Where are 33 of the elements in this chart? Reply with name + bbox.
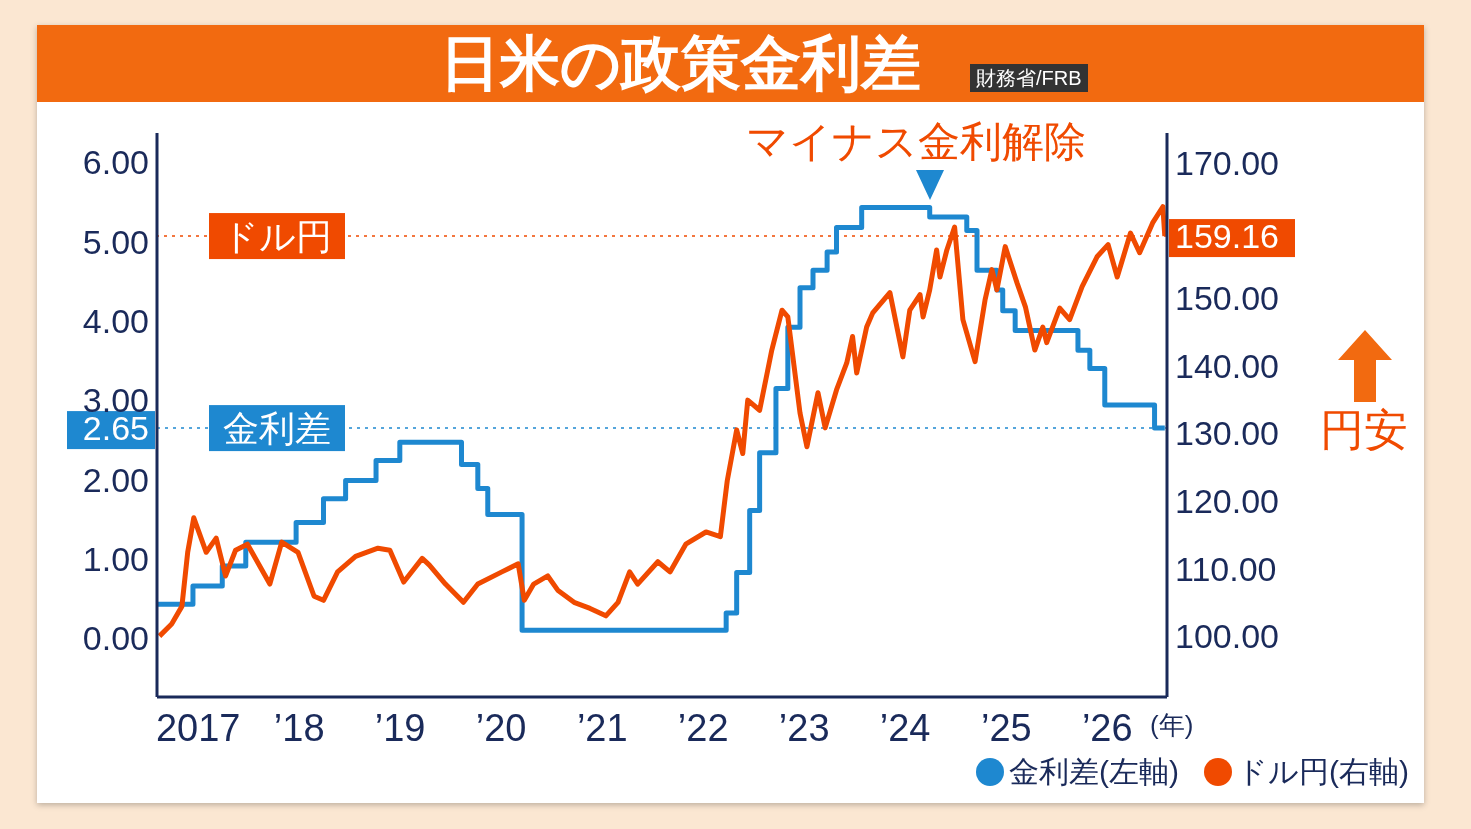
y2-tick-label: 150.00 (1175, 279, 1279, 318)
legend-label: 金利差(左軸) (1009, 754, 1180, 790)
x-tick-label: ’22 (677, 707, 729, 749)
x-tick-label: ’26 (1081, 707, 1133, 749)
y-tick-label: 4.00 (82, 302, 149, 340)
text: 円安 (1320, 404, 1408, 456)
ref-line-label: 金利差 (223, 408, 331, 450)
ref-line-label: ドル円 (222, 216, 332, 258)
y2-tick-label: 130.00 (1175, 414, 1279, 453)
y2-tick-label: 100.00 (1175, 617, 1279, 656)
x-tick-label: ’24 (879, 707, 931, 749)
y-tick-label: 1.00 (82, 539, 149, 578)
y-tick-label: 5.00 (82, 222, 149, 261)
text: 財務省/FRB (970, 64, 1088, 92)
x-axis-title: (年) (1150, 709, 1194, 742)
y2-tick-label: 120.00 (1175, 481, 1279, 520)
y-tick-label: 0.00 (82, 619, 149, 658)
y2-tick-label: 170.00 (1175, 143, 1279, 182)
annotation: マイナス金利解除 (745, 117, 1087, 167)
legend-label: ドル円(右軸) (1237, 754, 1409, 790)
x-tick-label: 2017 (155, 707, 241, 749)
x-tick-label: ’20 (475, 707, 527, 749)
y-tick-label: 6.00 (82, 143, 149, 182)
chart-title: 日米の政策金利差 (439, 30, 921, 97)
x-tick-label: ’21 (576, 707, 628, 749)
x-tick-label: ’25 (980, 707, 1032, 749)
y2-tick-label: 140.00 (1175, 346, 1279, 385)
x-tick-label: ’19 (374, 707, 426, 749)
x-tick-label: ’23 (778, 707, 830, 749)
y2-tick-label: 110.00 (1175, 549, 1277, 588)
y-tick-label: 2.00 (82, 460, 149, 499)
y2-tick-label: 159.16 (1175, 217, 1279, 256)
x-tick-label: ’18 (273, 707, 325, 749)
